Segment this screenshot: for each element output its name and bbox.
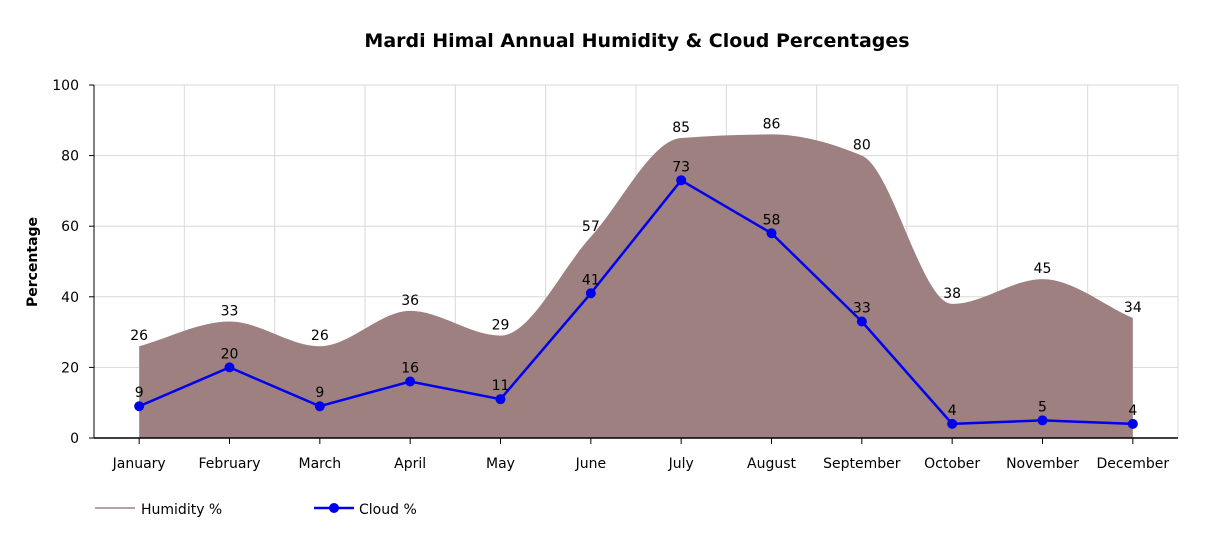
chart-title: Mardi Himal Annual Humidity & Cloud Perc… [364, 30, 909, 52]
y-tick-label: 60 [61, 219, 79, 235]
humidity-data-label: 36 [401, 293, 419, 309]
cloud-point[interactable] [224, 362, 235, 373]
humidity-data-label: 45 [1034, 261, 1052, 277]
x-tick-label: February [198, 456, 260, 472]
y-tick-label: 100 [52, 78, 79, 94]
cloud-point[interactable] [134, 401, 145, 412]
humidity-data-label: 86 [763, 116, 781, 132]
humidity-data-label: 38 [943, 286, 961, 302]
cloud-line [138, 179, 1133, 426]
cloud-data-label: 16 [401, 361, 419, 377]
legend: Humidity % Cloud % [95, 502, 417, 518]
x-tick-label: August [747, 456, 797, 472]
legend-cloud-marker [329, 503, 339, 513]
cloud-data-label: 4 [948, 403, 957, 419]
cloud-data-label: 9 [315, 385, 324, 401]
cloud-data-label: 20 [221, 346, 239, 362]
x-tick-label: January [112, 456, 166, 472]
cloud-point[interactable] [676, 175, 687, 186]
x-tick-label: October [924, 456, 980, 472]
x-tick-label: September [823, 456, 901, 472]
cloud-point[interactable] [947, 418, 958, 429]
tick-labels: 0 20 40 60 80 100 January February March April May… [52, 78, 1169, 472]
y-axis-label: Percentage [25, 217, 41, 307]
humidity-data-label: 34 [1124, 300, 1142, 316]
x-tick-label: December [1097, 456, 1170, 472]
x-tick-label: March [298, 456, 341, 472]
y-tick-label: 0 [70, 431, 79, 447]
cloud-data-label: 11 [492, 378, 510, 394]
humidity-data-label: 26 [311, 328, 329, 344]
cloud-line-layer [134, 175, 1138, 429]
legend-humidity-label: Humidity % [141, 502, 222, 518]
x-tick-label: June [575, 456, 607, 472]
cloud-data-label: 9 [135, 385, 144, 401]
humidity-data-label: 80 [853, 138, 871, 154]
cloud-data-label: 33 [853, 301, 871, 317]
axes [89, 84, 1178, 444]
x-tick-label: May [486, 456, 515, 472]
legend-cloud-label: Cloud % [359, 502, 417, 518]
cloud-data-label: 4 [1128, 403, 1137, 419]
cloud-point[interactable] [1127, 418, 1138, 429]
cloud-data-label: 41 [582, 272, 600, 288]
cloud-point[interactable] [856, 316, 867, 327]
humidity-data-label: 33 [221, 304, 239, 320]
legend-item-humidity[interactable]: Humidity % [95, 502, 222, 518]
humidity-data-label: 26 [130, 328, 148, 344]
humidity-data-label: 57 [582, 219, 600, 235]
x-tick-label: July [668, 456, 694, 472]
cloud-point[interactable] [314, 401, 325, 412]
y-tick-label: 40 [61, 290, 79, 306]
y-tick-label: 20 [61, 360, 79, 376]
humidity-data-label: 85 [672, 120, 690, 136]
cloud-point[interactable] [1037, 415, 1048, 426]
cloud-data-label: 5 [1038, 399, 1047, 415]
humidity-data-label: 29 [492, 318, 510, 334]
cloud-point[interactable] [585, 288, 596, 299]
cloud-point[interactable] [766, 228, 777, 239]
legend-item-cloud[interactable]: Cloud % [314, 502, 417, 518]
cloud-data-label: 58 [763, 212, 781, 228]
x-tick-label: April [394, 456, 426, 472]
x-tick-label: November [1006, 456, 1079, 472]
cloud-point[interactable] [495, 394, 506, 405]
humidity-area [139, 134, 1133, 439]
cloud-data-label: 73 [672, 159, 690, 175]
humidity-area-layer [139, 134, 1133, 439]
cloud-point[interactable] [405, 376, 416, 387]
y-tick-label: 80 [61, 149, 79, 165]
